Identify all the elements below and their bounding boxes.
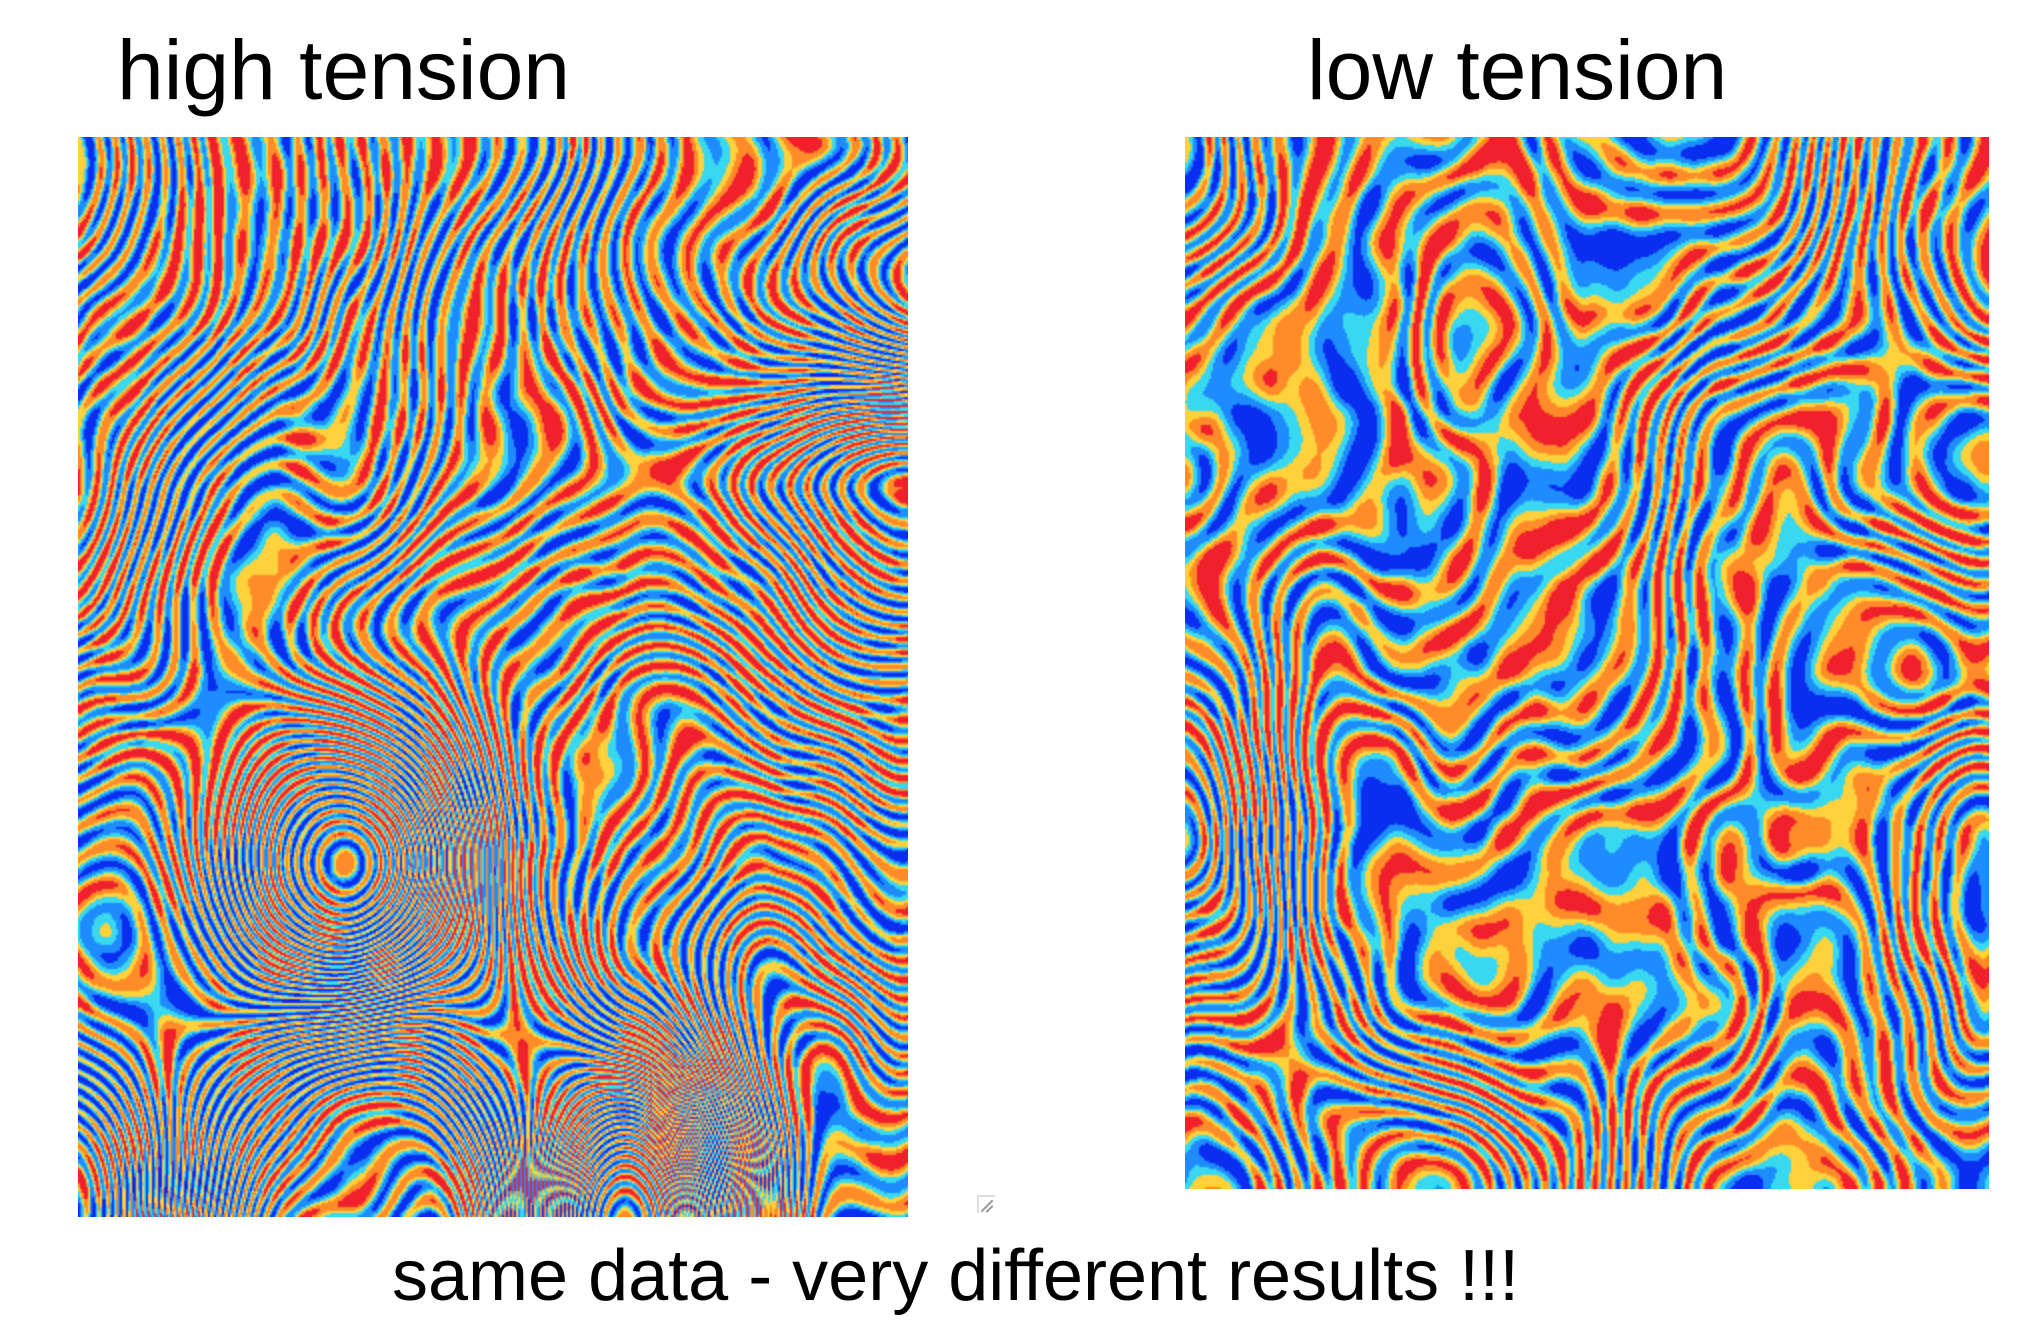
panel-title-low-tension: low tension <box>1307 23 1728 117</box>
panel-title-high-tension: high tension <box>117 23 571 117</box>
resize-handle-icon[interactable] <box>977 1195 995 1213</box>
low-tension-heatmap <box>1185 137 1989 1189</box>
caption: same data - very different results !!! <box>392 1236 1520 1316</box>
high-tension-heatmap <box>78 137 908 1217</box>
